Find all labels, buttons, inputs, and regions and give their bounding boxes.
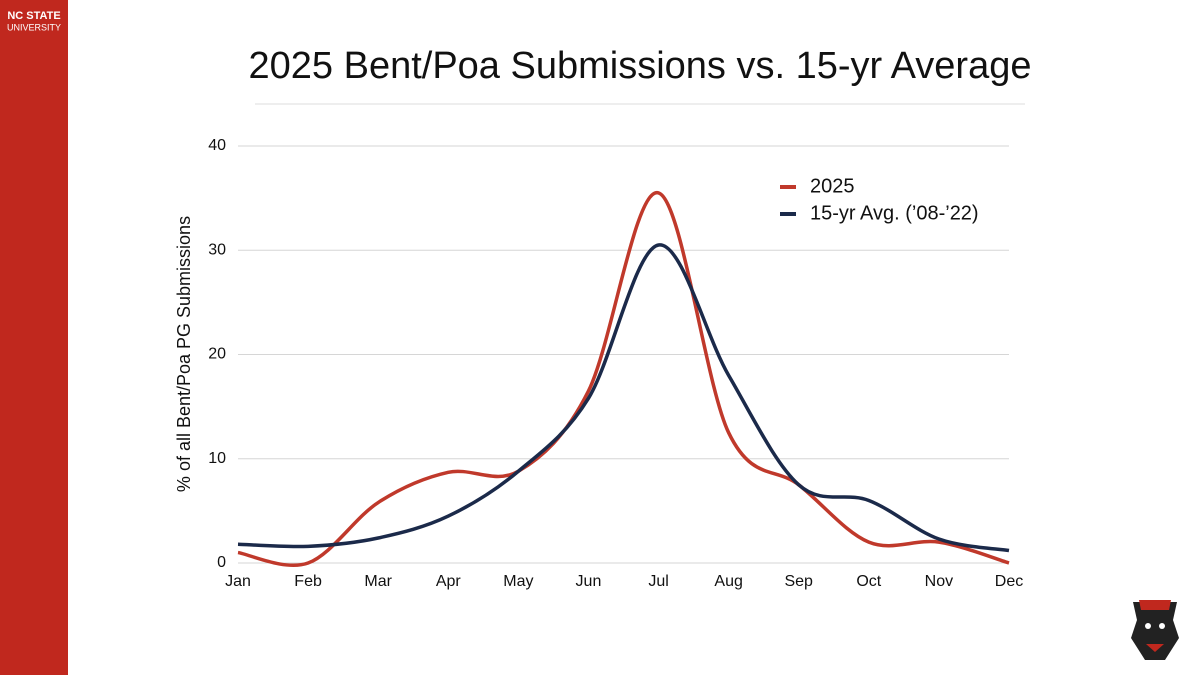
y-tick-label: 30 <box>208 241 226 258</box>
y-tick-label: 10 <box>208 450 226 467</box>
x-tick-label: Aug <box>714 573 742 590</box>
y-axis-label: % of all Bent/Poa PG Submissions <box>174 216 194 492</box>
x-tick-label: Jul <box>648 573 668 590</box>
x-tick-label: Apr <box>436 573 462 590</box>
x-tick-label: Mar <box>364 573 392 590</box>
y-tick-label: 0 <box>217 554 226 571</box>
y-tick-label: 20 <box>208 346 226 363</box>
x-tick-label: Dec <box>995 573 1023 590</box>
x-tick-label: Jan <box>225 573 251 590</box>
legend-label: 15-yr Avg. (’08-’22) <box>810 202 979 224</box>
chart-title: 2025 Bent/Poa Submissions vs. 15-yr Aver… <box>249 45 1032 87</box>
logo <box>1131 600 1179 660</box>
series-line <box>237 243 1010 553</box>
y-tick-label: 40 <box>208 137 226 154</box>
series-line <box>237 191 1010 567</box>
sidebar <box>0 0 68 675</box>
x-tick-label: Jun <box>576 573 602 590</box>
x-tick-label: Oct <box>856 573 881 590</box>
x-tick-label: May <box>503 573 533 590</box>
x-tick-label: Nov <box>925 573 953 590</box>
x-tick-label: Sep <box>784 573 813 590</box>
brand-line1: NC STATE <box>7 10 60 22</box>
legend-label: 2025 <box>810 175 855 197</box>
brand-line2: UNIVERSITY <box>7 22 61 32</box>
x-tick-label: Feb <box>294 573 322 590</box>
